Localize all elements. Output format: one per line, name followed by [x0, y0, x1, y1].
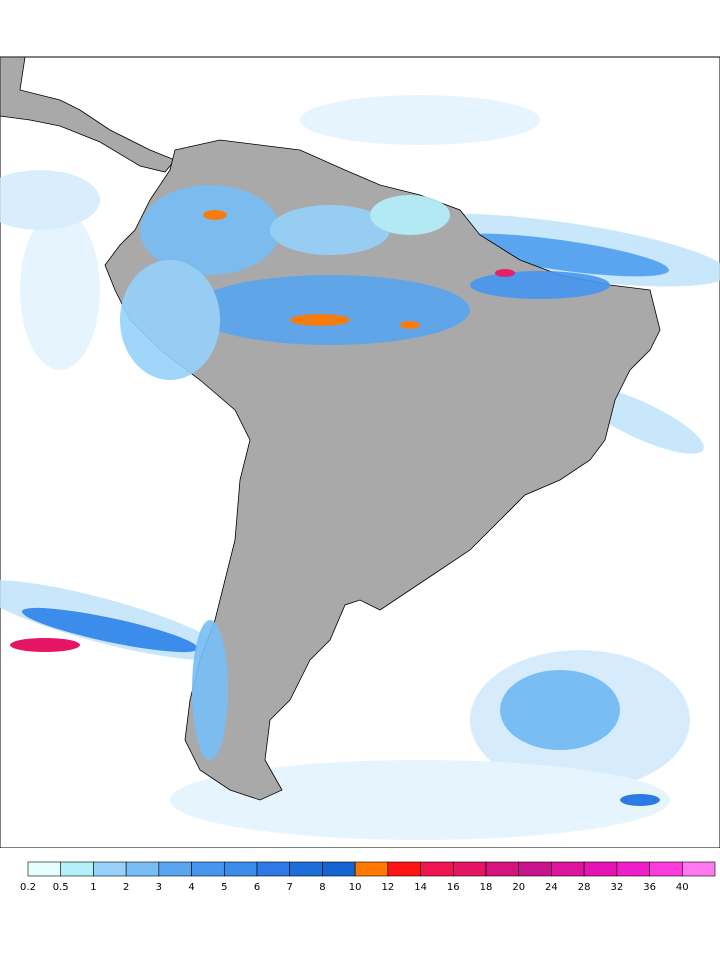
colorbar-label: 0.5 — [53, 882, 69, 893]
colorbar-label: 28 — [578, 882, 591, 893]
colorbar-swatch — [256, 861, 291, 877]
colorbar-label: 8 — [319, 882, 325, 893]
colorbar-label: 20 — [512, 882, 525, 893]
colorbar-label: 16 — [447, 882, 460, 893]
colorbar-swatch — [518, 861, 552, 877]
colorbar-label: 0.2 — [20, 882, 36, 893]
colorbar-label: 2 — [123, 882, 129, 893]
colorbar-swatch — [93, 861, 127, 877]
colorbar-swatch — [223, 861, 258, 877]
colorbar-label: 40 — [676, 882, 689, 893]
colorbar-label: 14 — [414, 882, 427, 893]
colorbar-swatch — [583, 861, 618, 877]
colorbar-swatch — [387, 861, 421, 877]
colorbar-swatch — [649, 861, 683, 877]
colorbar-label: 32 — [610, 882, 623, 893]
precip-ocean-strong — [10, 233, 669, 806]
colorbar-swatch — [452, 861, 487, 877]
colorbar-swatch — [551, 861, 585, 877]
colorbar-label: 1 — [90, 882, 96, 893]
colorbar-swatch — [420, 861, 454, 877]
colorbar-label: 7 — [287, 882, 293, 893]
colorbar-swatch — [125, 861, 160, 877]
colorbar-swatch — [27, 861, 62, 877]
colorbar-label: 12 — [381, 882, 394, 893]
colorbar-label: 4 — [188, 882, 194, 893]
colorbar: 0.2 0.5 1 2 3 4 5 6 7 8 10 12 14 16 18 20 24 28 32 36 40 — [20, 861, 716, 893]
colorbar-swatch — [289, 861, 323, 877]
colorbar-swatch — [158, 861, 192, 877]
colorbar-swatch — [485, 861, 520, 877]
colorbar-label: 36 — [643, 882, 656, 893]
colorbar-label: 5 — [221, 882, 227, 893]
colorbar-label: 18 — [480, 882, 493, 893]
colorbar-label: 10 — [349, 882, 362, 893]
precip-land — [120, 185, 610, 760]
colorbar-swatch — [191, 861, 225, 877]
map — [0, 56, 720, 849]
colorbar-swatch — [354, 861, 389, 877]
colorbar-swatch — [322, 861, 356, 877]
colorbar-label: 3 — [156, 882, 162, 893]
colorbar-label: 6 — [254, 882, 260, 893]
colorbar-swatch — [60, 861, 94, 877]
colorbar-label: 24 — [545, 882, 558, 893]
colorbar-swatch — [616, 861, 650, 877]
colorbar-swatch — [681, 861, 716, 877]
